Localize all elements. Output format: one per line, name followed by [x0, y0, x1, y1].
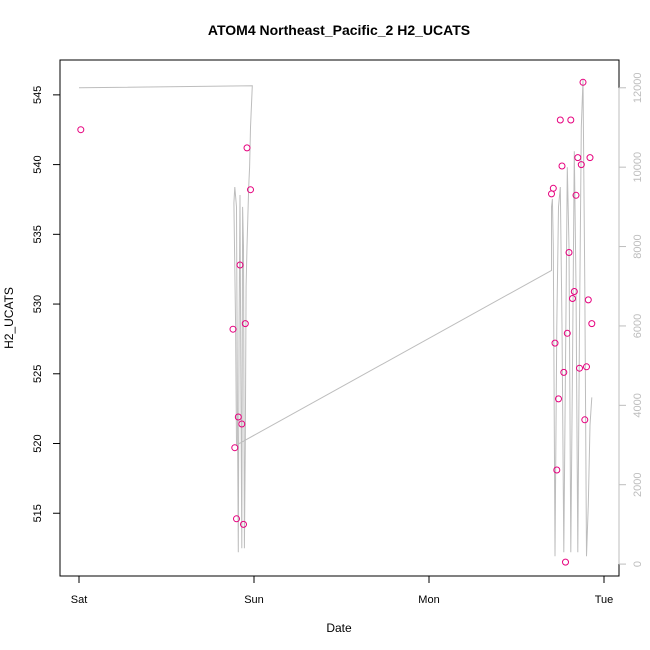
h2-data-point: [562, 558, 569, 566]
h2-data-point: [77, 126, 85, 134]
y-tick-label: 515: [32, 504, 44, 522]
h2-data-point: [231, 444, 239, 452]
y-tick-label: 520: [32, 434, 44, 452]
altitude-line: [78, 79, 593, 557]
y-tick-label: 535: [32, 225, 44, 243]
h2-data-point: [565, 249, 573, 256]
h2-data-point: [555, 395, 562, 403]
x-axis-label: Date: [326, 621, 352, 635]
h2-data-point: [233, 515, 240, 523]
chart-title: ATOM4 Northeast_Pacific_2 H2_UCATS: [208, 22, 470, 38]
y2-tick-label: 2000: [632, 472, 644, 496]
h2-data-point: [579, 78, 587, 86]
y-tick-label: 545: [32, 86, 44, 104]
h2-data-point: [584, 296, 592, 304]
y-tick-label: 540: [32, 155, 44, 173]
h2-data-point: [563, 329, 571, 337]
y-axis-left: 515 520 525 530 535 540 545: [32, 86, 61, 522]
h2-data-point: [556, 116, 564, 124]
y2-tick-label: 4000: [632, 393, 644, 417]
y2-tick-label: 10000: [632, 152, 644, 183]
h2-data-point: [549, 184, 557, 192]
y2-tick-label: 8000: [632, 234, 644, 258]
h2-data-point: [586, 154, 594, 162]
x-tick-label: Mon: [418, 594, 439, 606]
x-tick-label: Sat: [71, 594, 88, 606]
line-layer: [78, 79, 593, 557]
h2-data-point: [576, 364, 583, 372]
h2-data-point: [243, 144, 251, 152]
h2-data-point: [574, 154, 582, 162]
h2-data-point: [553, 466, 561, 474]
y-axis-label: H2_UCATS: [2, 287, 16, 349]
y-tick-label: 525: [32, 365, 44, 383]
h2-data-point: [569, 295, 576, 302]
h2-data-point: [558, 162, 566, 170]
h2-data-point: [234, 413, 242, 421]
h2-data-point: [551, 339, 559, 347]
plot-frame: [59, 59, 620, 577]
point-layer: [77, 78, 596, 566]
h2-data-point: [229, 325, 237, 333]
x-axis: Sat Sun Mon Tue: [71, 575, 614, 606]
h2-data-point: [240, 520, 247, 528]
y-axis-right: 0 2000 4000 6000 8000 10000 12000: [618, 72, 644, 567]
h2-data-point: [583, 363, 590, 371]
h2-data-point: [548, 190, 555, 198]
h2-data-point: [241, 320, 249, 328]
h2-data-point: [572, 191, 580, 199]
y2-tick-label: 0: [632, 561, 644, 567]
h2-data-point: [570, 288, 578, 295]
x-tick-label: Sun: [244, 594, 264, 606]
h2-data-point: [577, 161, 585, 169]
x-tick-label: Tue: [595, 594, 614, 606]
h2-data-point: [581, 416, 589, 424]
y2-tick-label: 12000: [632, 72, 644, 103]
h2-data-point: [238, 420, 246, 428]
y2-tick-label: 6000: [632, 314, 644, 338]
h2-data-point: [560, 368, 568, 376]
h2-data-point: [247, 186, 254, 194]
h2-data-point: [567, 116, 575, 124]
h2-data-point: [588, 320, 596, 328]
y-tick-label: 530: [32, 295, 44, 313]
h2-data-point: [236, 261, 244, 269]
